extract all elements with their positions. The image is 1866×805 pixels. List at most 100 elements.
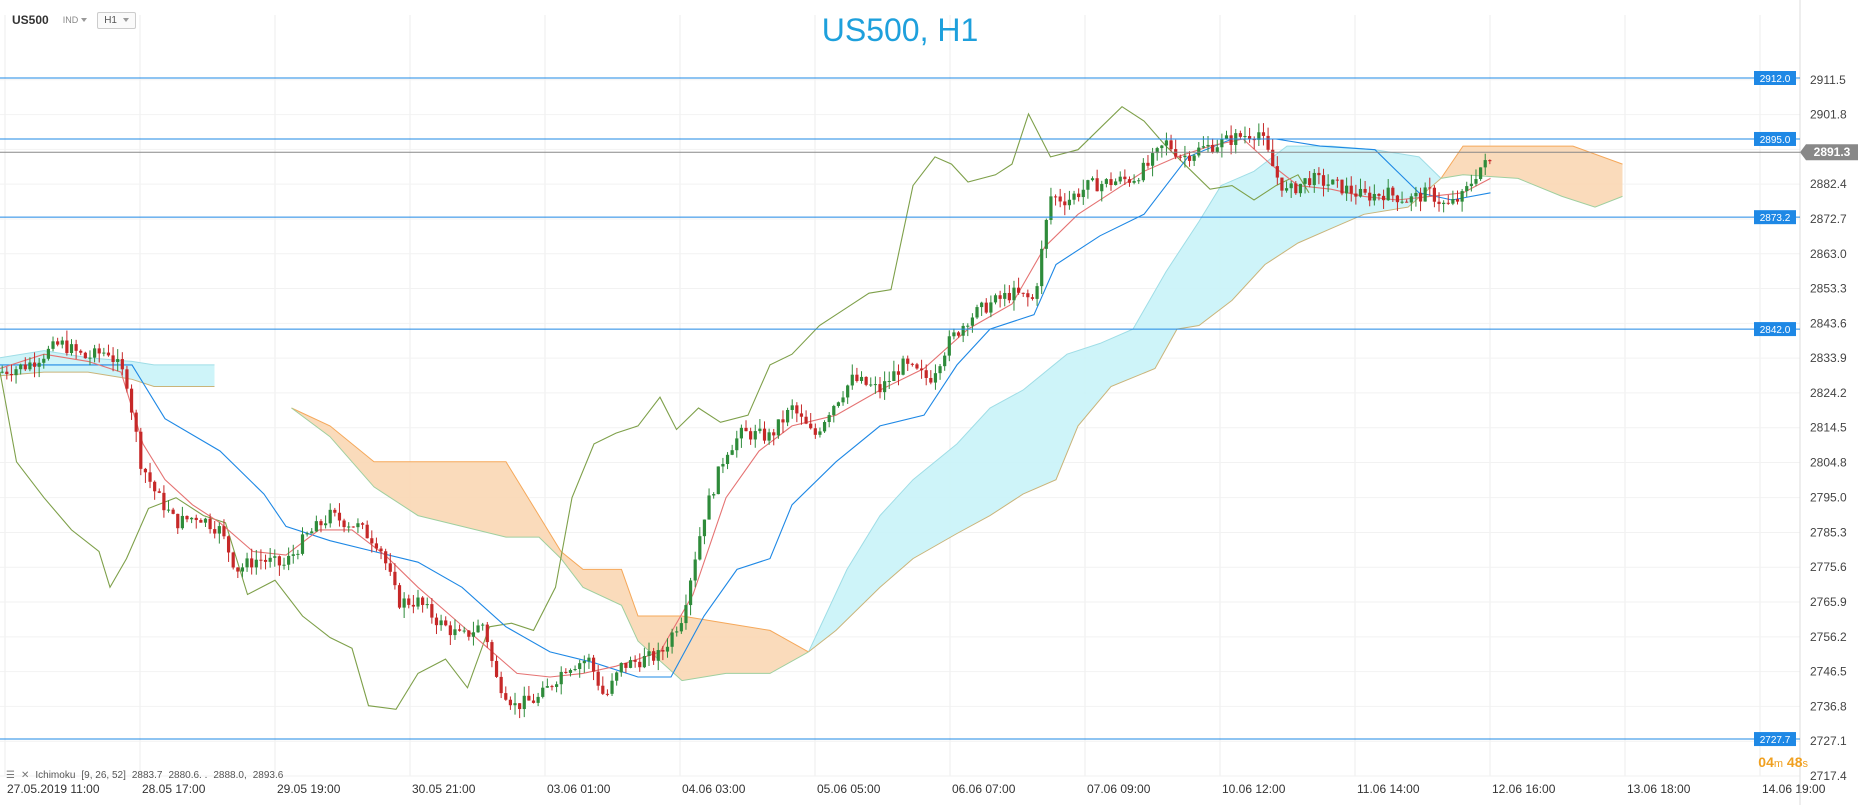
candle-body [1007, 292, 1011, 301]
ichimoku-cloud [0, 350, 215, 387]
candle-body [725, 454, 730, 464]
senkou-span-b [808, 178, 1442, 653]
candle-body [42, 358, 46, 363]
candle-body [647, 651, 651, 656]
candle-body [347, 526, 351, 528]
candle-body [111, 355, 115, 362]
x-tick-label: 28.05 17:00 [142, 782, 206, 796]
candle-body [268, 557, 272, 562]
candle-body [32, 362, 37, 367]
candle-body [1340, 179, 1344, 194]
candle-body [65, 340, 69, 354]
y-tick-label: 2911.5 [1810, 73, 1846, 87]
candle-body [522, 695, 526, 710]
instrument-type-badge[interactable]: IND [59, 15, 92, 25]
symbol-label[interactable]: US500 [12, 13, 49, 27]
candle-body [1469, 183, 1473, 187]
candle-body [1405, 201, 1409, 203]
candle-body [1275, 166, 1279, 178]
candle-body [721, 463, 725, 467]
candle-body [139, 431, 143, 469]
candle-body [1211, 144, 1215, 153]
timer-seconds: 48 [1786, 754, 1803, 770]
candle-body [379, 548, 383, 552]
indicator-legend[interactable]: ☰ ✕ Ichimoku [9, 26, 52] 2883.7 2880.6. … [6, 770, 283, 781]
candle-body [481, 624, 485, 626]
candle-body [915, 364, 919, 369]
candle-body [467, 630, 471, 637]
x-tick-label: 27.05.2019 11:00 [7, 782, 100, 796]
candle-body [1044, 219, 1048, 249]
candle-body [1428, 187, 1432, 189]
candle-body [273, 556, 277, 558]
x-tick-label: 30.05 21:00 [412, 782, 476, 796]
timeframe-select[interactable]: H1 [97, 11, 136, 29]
candle-body [938, 366, 942, 374]
candle-body [1155, 148, 1159, 154]
candle-body [693, 559, 697, 581]
candle-body [287, 555, 291, 565]
candle-body [536, 696, 540, 703]
candle-body [850, 374, 854, 386]
candle-body [906, 358, 910, 364]
candle-body [23, 364, 27, 370]
close-icon[interactable]: ✕ [20, 770, 30, 781]
candle-body [1460, 191, 1464, 202]
candle-body [943, 355, 947, 367]
candle-body [102, 352, 106, 354]
candle-body [735, 438, 739, 451]
x-tick-label: 06.06 07:00 [952, 782, 1016, 796]
candle-body [596, 671, 600, 686]
candle-body [1331, 179, 1335, 185]
y-tick-label: 2736.8 [1810, 699, 1847, 713]
candle-body [1395, 195, 1400, 203]
candle-body [652, 651, 656, 661]
candle-body [296, 553, 300, 555]
candle-body [883, 381, 887, 393]
candle-body [739, 427, 743, 439]
level-tag-label: 2842.0 [1760, 325, 1791, 336]
candle-body [1090, 178, 1095, 181]
candle-body [1197, 147, 1201, 156]
candle-body [1215, 147, 1219, 153]
candle-body [813, 428, 817, 435]
candle-body [1114, 181, 1118, 186]
candle-body [393, 571, 397, 586]
candle-body [1284, 188, 1289, 191]
timeframe-label: H1 [104, 14, 117, 26]
candle-body [421, 597, 425, 605]
candle-body [485, 624, 489, 643]
candle-body [864, 376, 868, 385]
candle-body [933, 373, 938, 383]
candle-body [555, 684, 559, 687]
candle-body [69, 344, 74, 354]
candle-body [1423, 187, 1427, 202]
candle-body [896, 371, 901, 375]
candle-body [56, 341, 60, 345]
candle-body [1026, 293, 1030, 298]
candle-body [1474, 179, 1478, 184]
candle-body [712, 494, 716, 496]
candle-body [513, 703, 517, 706]
candle-body [665, 646, 670, 652]
candle-body [989, 302, 993, 313]
y-tick-label: 2756.2 [1810, 630, 1847, 644]
candle-body [1280, 177, 1284, 191]
candle-body [716, 466, 720, 495]
candle-body [425, 604, 429, 606]
candle-body [157, 491, 161, 493]
timer-minutes: 04 [1758, 754, 1774, 770]
candle-body [1418, 192, 1423, 202]
y-tick-label: 2746.5 [1810, 665, 1847, 679]
candle-body [795, 405, 799, 414]
indicator-settings-icon[interactable]: ☰ [6, 770, 15, 781]
candle-body [1081, 189, 1085, 198]
candle-body [148, 472, 152, 482]
indicator-label: Ichimoku [35, 770, 76, 781]
candle-body [1053, 196, 1058, 198]
candle-body [1252, 139, 1256, 141]
candle-body [970, 317, 974, 326]
candle-body [1109, 179, 1113, 186]
